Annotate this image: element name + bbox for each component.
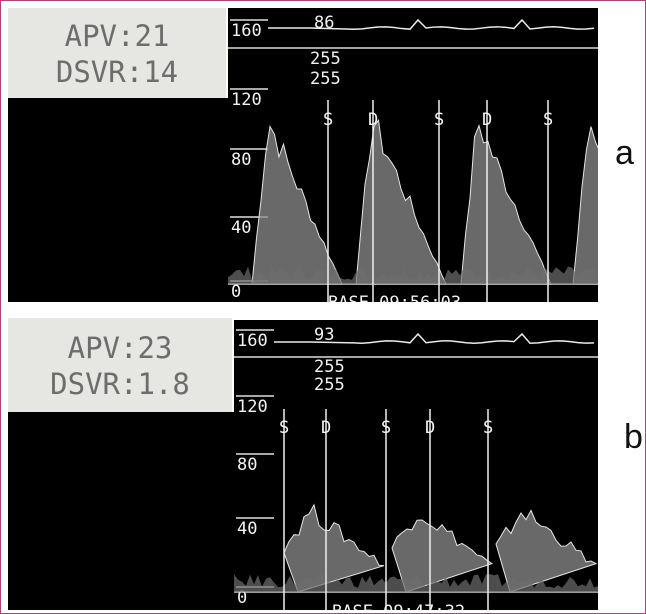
- baseline-noise-b: [234, 574, 598, 592]
- scale-label-a: 120: [231, 90, 262, 110]
- panel-letter-b: b: [624, 418, 643, 456]
- scale-label-b: 40: [237, 519, 257, 539]
- phase-marker-label-b: S: [381, 418, 391, 438]
- scale-label-a: 40: [231, 218, 251, 238]
- scale-label-b: 120: [237, 397, 268, 417]
- phase-marker-label-a: D: [482, 110, 492, 130]
- scale-label-b: 160: [237, 331, 268, 351]
- blank-area-a: [8, 98, 228, 302]
- phase-marker-label-b: S: [483, 418, 493, 438]
- scale-label-b: 0: [237, 588, 247, 608]
- spectral-envelope-a: [572, 126, 598, 285]
- dsvr-label-a: DSVR:14: [55, 55, 179, 89]
- blank-area-b: [8, 412, 234, 610]
- velocity-info-box-a: APV:21 DSVR:14: [8, 8, 226, 98]
- apv-label-a: APV:21: [64, 19, 170, 53]
- spectral-envelope-a: [355, 118, 447, 285]
- heart-rate-label-b: 93: [314, 325, 334, 345]
- scale-label-b: 80: [237, 455, 257, 475]
- scale-label-a: 160: [231, 21, 262, 41]
- spectral-envelope-a: [460, 124, 552, 285]
- phase-marker-label-b: D: [425, 418, 435, 438]
- gain-label-bottom-a: 255: [310, 69, 341, 89]
- phase-marker-label-b: D: [321, 418, 331, 438]
- ecg-trace-a: [268, 18, 595, 30]
- panel-letter-a: a: [615, 134, 634, 172]
- gain-label-top-a: 255: [310, 49, 341, 69]
- dsvr-label-b: DSVR:1.8: [50, 367, 190, 401]
- footer-label-a: BASE 09:56:03: [328, 293, 461, 302]
- scale-label-a: 80: [231, 150, 251, 170]
- ecg-trace-b: [274, 332, 595, 344]
- spectral-envelope-b: [391, 519, 494, 593]
- gain-label-bottom-b: 255: [314, 375, 345, 395]
- spectral-envelope-b: [495, 509, 598, 593]
- spectral-envelope-b: [283, 503, 385, 593]
- phase-marker-label-a: D: [368, 110, 378, 130]
- phase-marker-label-b: S: [279, 418, 289, 438]
- heart-rate-label-a: 86: [314, 13, 334, 33]
- footer-label-b: BASE 09:47:32: [332, 602, 465, 610]
- phase-marker-label-a: S: [543, 110, 553, 130]
- baseline-noise-a: [228, 266, 598, 284]
- phase-marker-label-a: S: [323, 110, 333, 130]
- velocity-info-box-b: APV:23 DSVR:1.8: [8, 318, 232, 412]
- scale-label-a: 0: [231, 282, 241, 302]
- phase-marker-label-a: S: [434, 110, 444, 130]
- spectral-envelope-a: [251, 125, 343, 285]
- apv-label-b: APV:23: [67, 331, 173, 365]
- gain-label-top-b: 255: [314, 357, 345, 377]
